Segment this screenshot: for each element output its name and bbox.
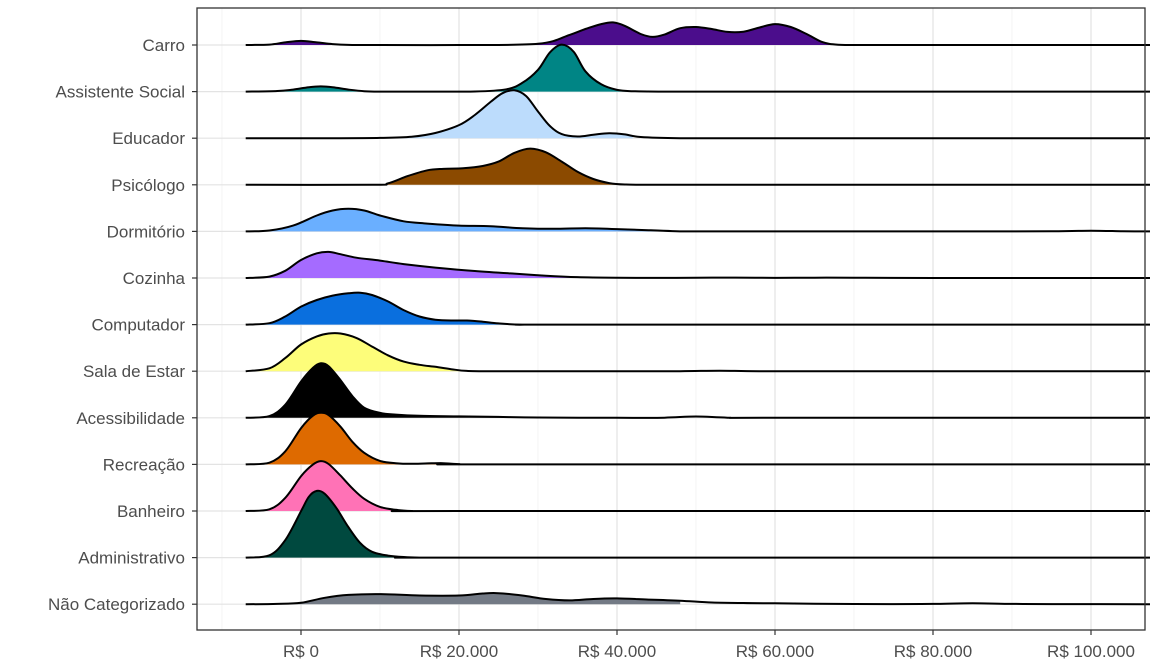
- ridge-Computador: [245, 291, 1150, 326]
- ridge-area-Carro: [245, 22, 831, 46]
- ridge-line-Recreação: [245, 411, 1150, 466]
- ridge-Carro: [245, 21, 1150, 47]
- ridge-Psicólogo: [245, 147, 1150, 186]
- ridge-area-Psicólogo: [245, 148, 617, 185]
- y-label-1: Assistente Social: [56, 83, 185, 102]
- ridge-area-Administrativo: [245, 490, 412, 558]
- y-label-7: Sala de Estar: [83, 362, 185, 381]
- ridge-line-Banheiro: [245, 460, 1150, 513]
- x-tick-label-1: R$ 20.000: [420, 642, 498, 661]
- x-tick-label-3: R$ 60.000: [736, 642, 814, 661]
- x-tick-label-2: R$ 40.000: [578, 642, 656, 661]
- x-tick-label-5: R$ 100.000: [1047, 642, 1135, 661]
- x-axis: R$ 0 R$ 20.000 R$ 40.000 R$ 60.000 R$ 80.000…: [283, 630, 1135, 661]
- ridge-area-Computador: [245, 292, 515, 325]
- ridge-line-Computador: [245, 291, 1150, 326]
- y-axis: Carro Assistente Social Educador Psicólogo D…: [48, 36, 197, 614]
- ridge-line-Psicólogo: [245, 147, 1150, 186]
- ridge-line-Administrativo: [245, 489, 1150, 559]
- ridge-line-Assistente Social: [245, 43, 1150, 93]
- y-label-3: Psicólogo: [111, 176, 185, 195]
- ridge-Educador: [245, 89, 1150, 140]
- ridge-Cozinha: [245, 250, 1150, 280]
- ridge-Dormitório: [245, 207, 1150, 233]
- ridge-Assistente Social: [245, 43, 1150, 93]
- ridge-Acessibilidade: [245, 362, 1150, 419]
- ridge-area-Dormitório: [245, 208, 673, 232]
- x-tick-label-4: R$ 80.000: [894, 642, 972, 661]
- ridge-Administrativo: [245, 489, 1150, 559]
- ridge-Recreação: [245, 411, 1150, 466]
- ridge-line-Carro: [245, 21, 1150, 47]
- y-label-9: Recreação: [103, 455, 185, 474]
- ridge-line-Cozinha: [245, 250, 1150, 280]
- ridges: [245, 21, 1150, 606]
- y-label-10: Banheiro: [117, 502, 185, 521]
- y-label-6: Computador: [91, 316, 185, 335]
- ridge-line-Acessibilidade: [245, 362, 1150, 419]
- ridge-line-Sala de Estar: [245, 332, 1150, 373]
- y-label-2: Educador: [112, 129, 185, 148]
- ridge-area-Não Categorizado: [245, 593, 681, 605]
- ridge-area-Educador: [245, 90, 633, 139]
- x-tick-label-0: R$ 0: [283, 642, 319, 661]
- y-label-12: Não Categorizado: [48, 595, 185, 614]
- y-label-4: Dormitório: [107, 222, 185, 241]
- y-label-8: Acessibilidade: [76, 409, 185, 428]
- ridge-Sala de Estar: [245, 332, 1150, 373]
- y-label-11: Administrativo: [78, 549, 185, 568]
- y-label-5: Cozinha: [123, 269, 186, 288]
- ridge-area-Recreação: [245, 412, 459, 465]
- ridge-Banheiro: [245, 460, 1150, 513]
- ridge-line-Dormitório: [245, 207, 1150, 233]
- ridge-line-Não Categorizado: [245, 592, 1150, 606]
- ridge-line-Educador: [245, 89, 1150, 140]
- ridge-area-Sala de Estar: [245, 333, 467, 372]
- ridge-Não Categorizado: [245, 592, 1150, 606]
- ridge-area-Assistente Social: [245, 44, 633, 92]
- ridge-area-Acessibilidade: [245, 363, 515, 418]
- y-label-0: Carro: [142, 36, 185, 55]
- ridge-area-Cozinha: [245, 251, 578, 278]
- ridge-area-Banheiro: [245, 461, 412, 512]
- plot-panel-border: [196, 7, 1146, 631]
